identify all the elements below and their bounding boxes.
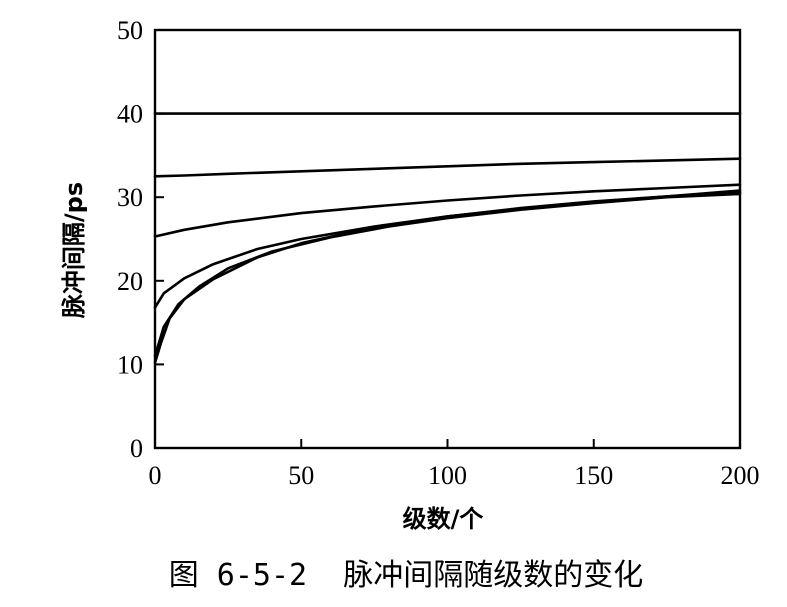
y-tick-label: 30 (117, 183, 143, 212)
y-tick-label: 10 (117, 350, 143, 379)
series-line-2 (153, 157, 742, 178)
tick-layer: 0 50 100 150 200 0 10 20 30 40 50 (117, 16, 760, 490)
y-tick-label: 40 (117, 100, 143, 129)
x-tick-label: 200 (721, 461, 760, 490)
series-line-6 (153, 192, 742, 358)
series-line-3 (153, 183, 742, 238)
x-tick-label: 0 (149, 461, 162, 490)
y-tick-label: 20 (117, 267, 143, 296)
x-tick-label: 150 (574, 461, 613, 490)
y-axis-label: 脉冲间隔/ps (60, 182, 88, 319)
x-tick-label: 100 (428, 461, 467, 490)
y-tick-label: 0 (130, 434, 143, 463)
y-tick-label: 50 (117, 16, 143, 45)
x-axis-label: 级数/个 (403, 505, 485, 533)
x-tick-label: 50 (288, 461, 314, 490)
figure-caption: 图 6-5-2 脉冲间隔随级数的变化 (169, 558, 644, 593)
plot-frame (153, 28, 742, 450)
series-layer (153, 112, 742, 364)
plot-border (153, 28, 742, 450)
series-line-4 (153, 189, 742, 309)
